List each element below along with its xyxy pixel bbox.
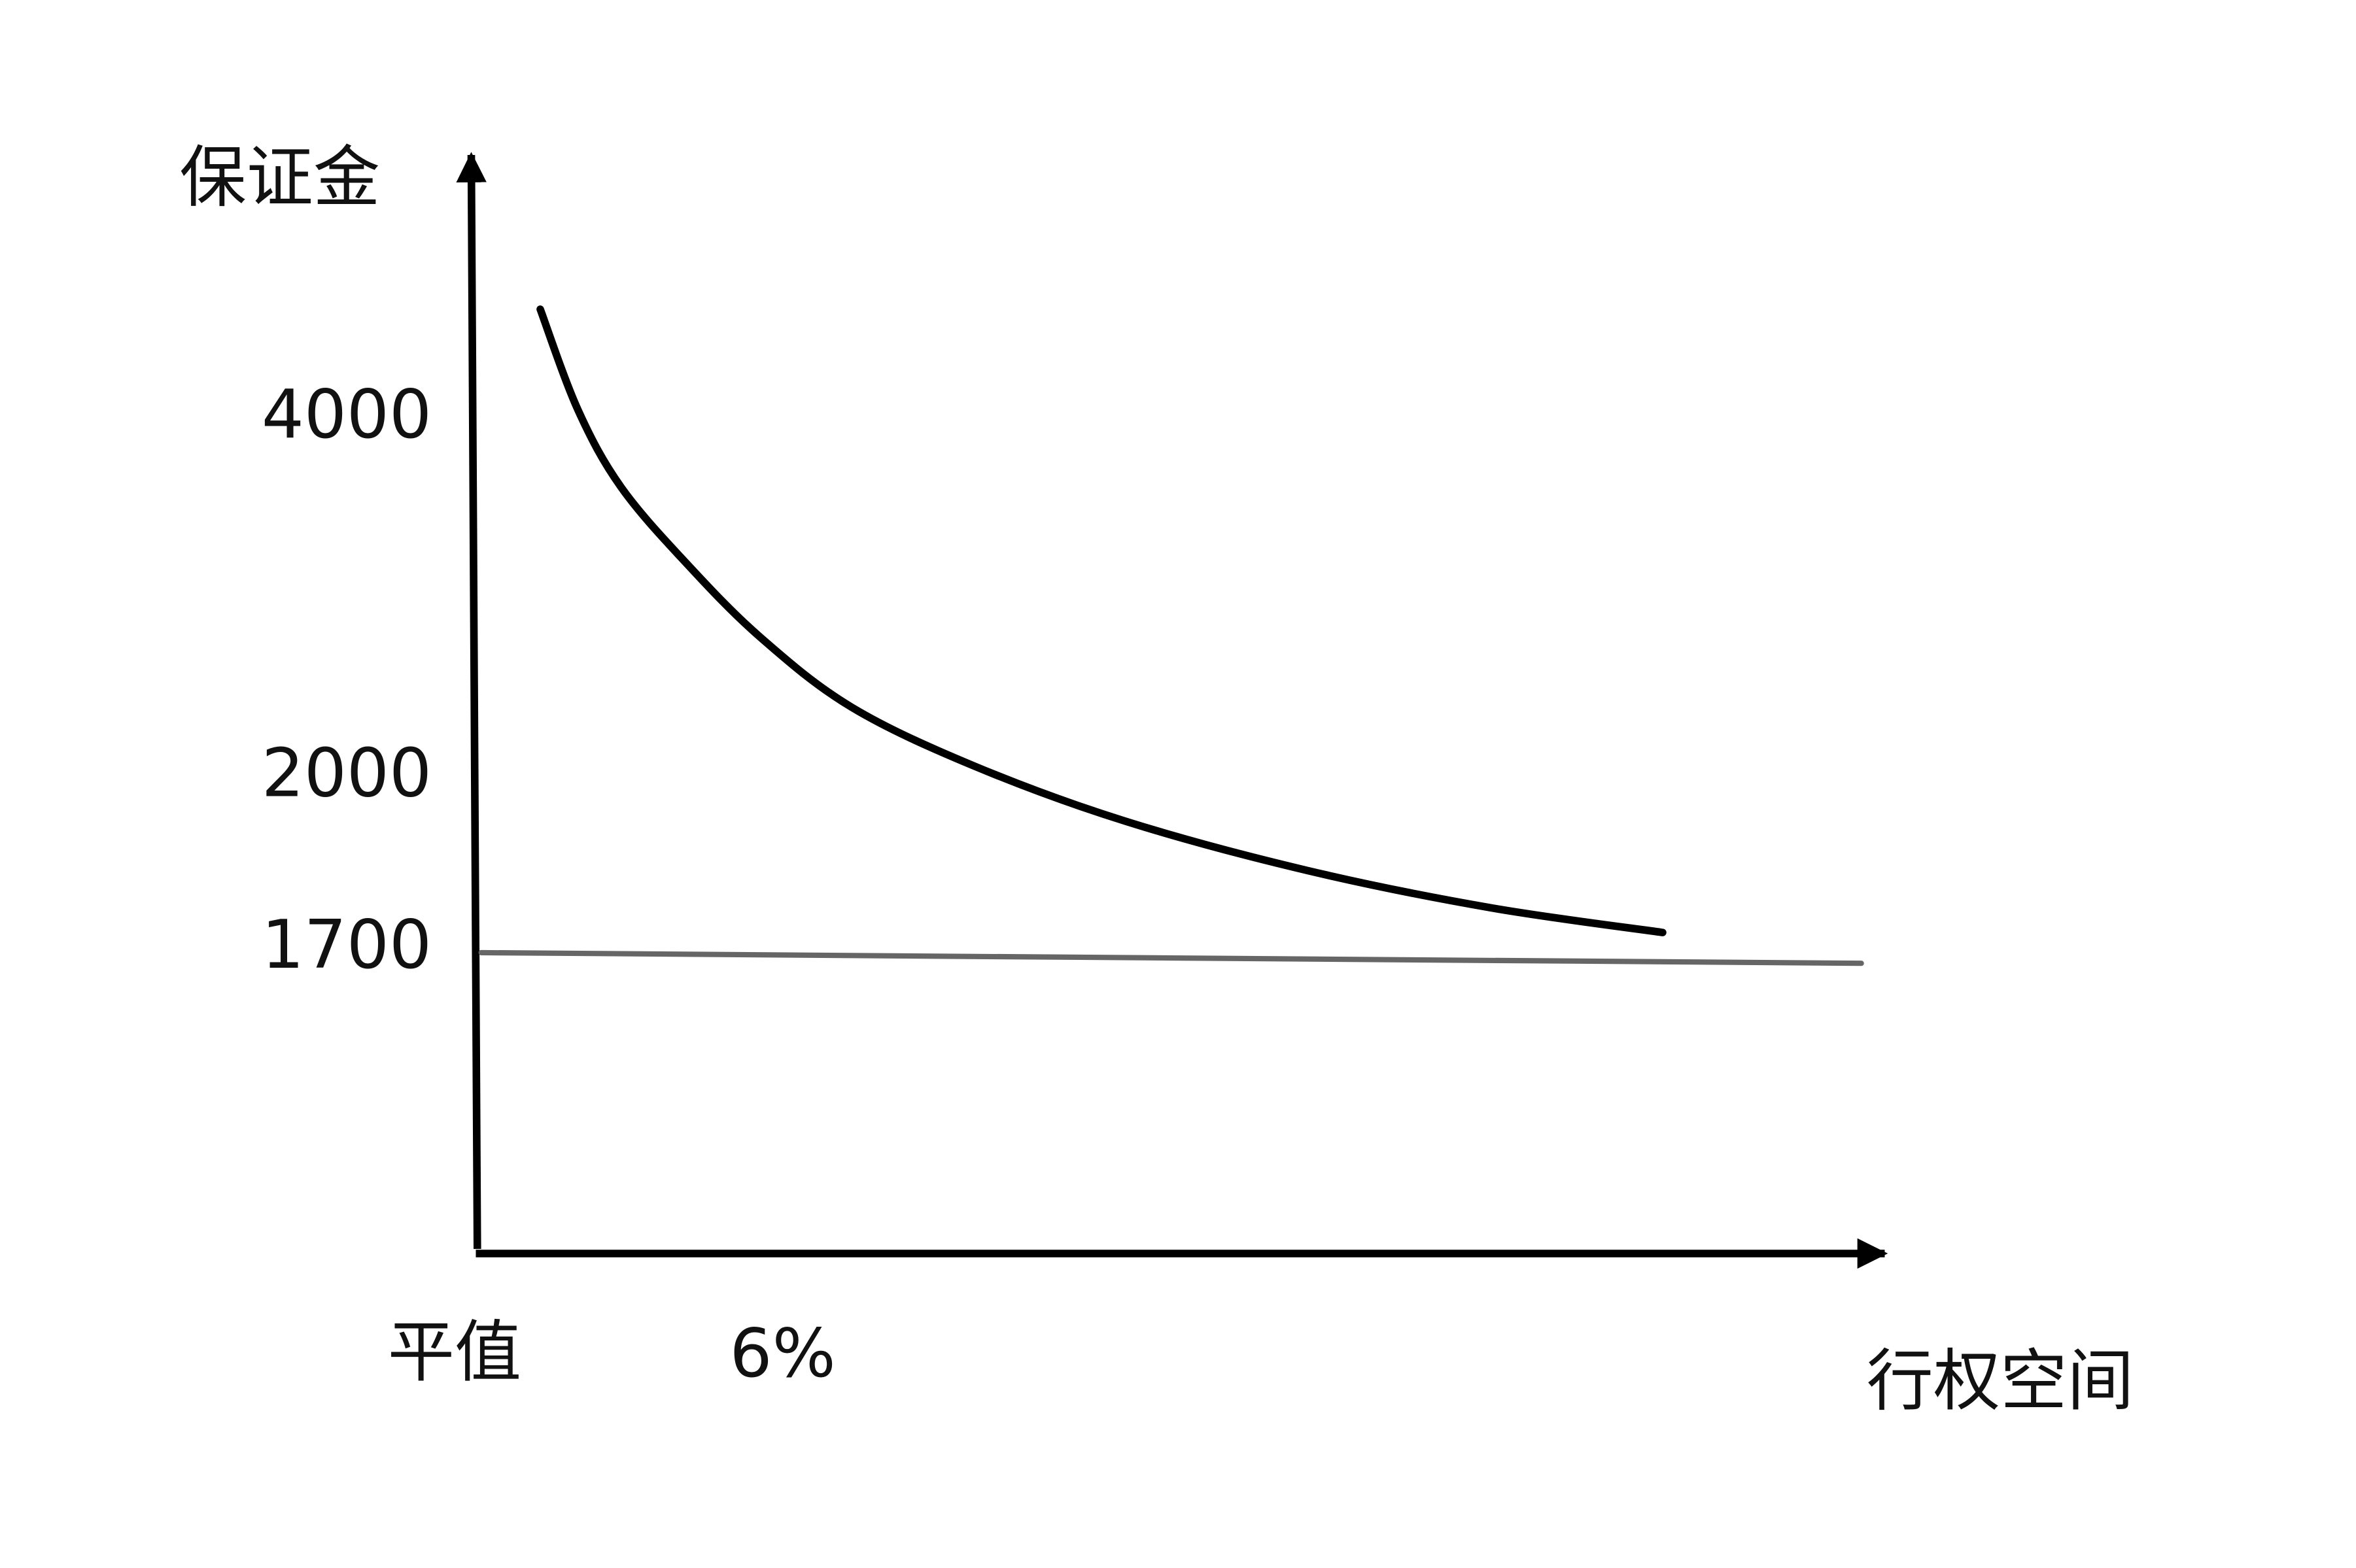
y-tick-label-4000: 4000 [262,376,432,454]
x-tick-label-6pct: 6% [730,1315,836,1393]
y-axis [456,152,487,1250]
y-tick-label-2000: 2000 [262,735,432,813]
margin-floor-line [478,949,1864,966]
margin-curve [536,305,1667,936]
x-axis-label: 行权空间 [1867,1342,2134,1420]
y-tick-label-1700: 1700 [262,906,432,984]
y-axis-label: 保证金 [179,139,380,217]
x-tick-label-atm: 平值 [388,1314,521,1391]
